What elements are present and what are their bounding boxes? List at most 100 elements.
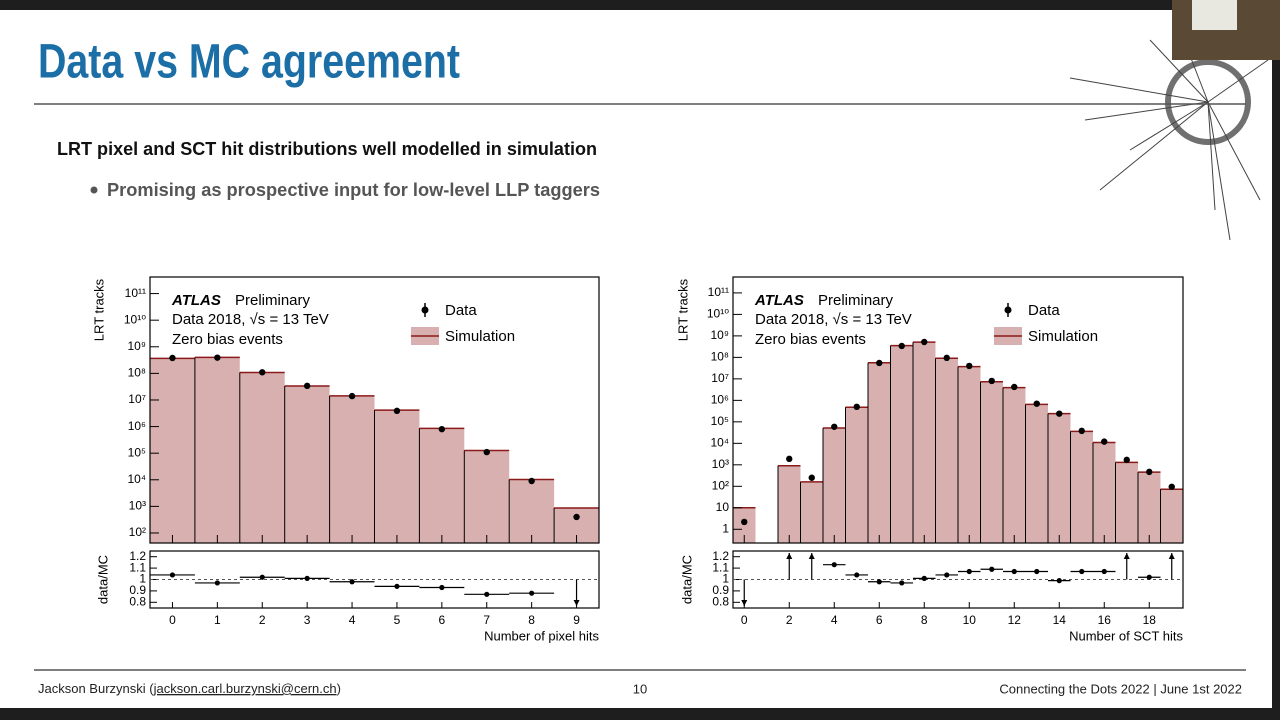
data-point bbox=[1056, 410, 1063, 417]
ratio-y-tick-label: 1.2 bbox=[712, 549, 729, 563]
sim-bar bbox=[913, 342, 936, 543]
heading: LRT pixel and SCT hit distributions well… bbox=[57, 139, 597, 159]
selection-label: Zero bias events bbox=[172, 331, 283, 348]
data-point bbox=[1033, 400, 1040, 407]
ratio-y-tick-label: 1.2 bbox=[129, 549, 146, 563]
sim-bar bbox=[1093, 442, 1116, 543]
sim-bar bbox=[958, 366, 981, 543]
ratio-arrow-head bbox=[1168, 553, 1175, 559]
data-point bbox=[438, 425, 446, 433]
data-point bbox=[1101, 438, 1108, 445]
sim-bar bbox=[194, 357, 240, 543]
y-axis-label: LRT tracks bbox=[91, 278, 106, 341]
ratio-point bbox=[1101, 568, 1107, 575]
y-tick-label: 10¹¹ bbox=[125, 286, 146, 300]
page-number: 10 bbox=[633, 681, 647, 696]
sim-bar bbox=[419, 428, 465, 543]
data-point bbox=[1011, 383, 1018, 391]
x-tick-label: 9 bbox=[573, 613, 580, 627]
footer-author: Jackson Burzynski bbox=[38, 681, 146, 696]
ratio-point bbox=[304, 575, 310, 581]
ratio-point bbox=[259, 574, 265, 580]
y-tick-label: 10³ bbox=[712, 457, 729, 471]
sim-bar bbox=[1025, 404, 1048, 543]
ratio-point bbox=[944, 572, 950, 578]
ratio-y-tick-label: 0.9 bbox=[712, 583, 729, 597]
footer-event: Connecting the Dots 2022 | June 1st 2022 bbox=[999, 681, 1242, 696]
data-point bbox=[853, 403, 860, 411]
paren: ( bbox=[146, 681, 155, 696]
bullet-dot bbox=[90, 186, 98, 194]
ratio-y-label: data/MC bbox=[679, 555, 694, 604]
legend-label: Simulation bbox=[1028, 328, 1098, 345]
ratio-arrow-head bbox=[573, 600, 580, 606]
x-tick-label: 0 bbox=[169, 613, 176, 627]
footer-email[interactable]: jackson.carl.burzynski@cern.ch bbox=[153, 681, 337, 696]
data-point bbox=[573, 513, 580, 521]
x-tick-label: 5 bbox=[394, 613, 401, 627]
data-point bbox=[393, 407, 401, 415]
legend-data-marker bbox=[1004, 306, 1012, 314]
data-point bbox=[741, 518, 748, 526]
x-axis-label: Number of pixel hits bbox=[484, 628, 599, 643]
ratio-point bbox=[989, 566, 995, 572]
x-tick-label: 6 bbox=[439, 613, 446, 627]
ratio-point bbox=[876, 579, 882, 585]
ratio-point bbox=[214, 580, 220, 586]
data-point bbox=[1168, 483, 1175, 490]
sim-bar bbox=[1070, 431, 1093, 543]
ratio-point bbox=[966, 568, 972, 575]
ratio-arrow-head bbox=[786, 553, 793, 559]
dataset-label: Data 2018, √s = 13 TeV bbox=[755, 311, 912, 328]
status-label: Preliminary bbox=[818, 292, 894, 309]
data-point bbox=[1146, 468, 1153, 476]
ratio-arrow-head bbox=[1123, 553, 1130, 559]
sim-bar bbox=[800, 481, 823, 543]
ratio-point bbox=[484, 591, 490, 597]
sim-bar bbox=[1048, 413, 1071, 543]
sim-bar bbox=[868, 362, 891, 543]
data-point bbox=[988, 377, 995, 385]
y-tick-label: 10⁶ bbox=[128, 419, 146, 433]
data-point bbox=[528, 477, 535, 485]
dataset-label: Data 2018, √s = 13 TeV bbox=[172, 311, 329, 328]
x-tick-label: 2 bbox=[259, 613, 266, 627]
x-tick-label: 18 bbox=[1143, 613, 1157, 627]
x-tick-label: 4 bbox=[349, 613, 356, 627]
y-tick-label: 10³ bbox=[129, 499, 146, 513]
y-tick-label: 10⁷ bbox=[711, 371, 729, 385]
data-point bbox=[303, 382, 311, 390]
experiment-label: ATLAS bbox=[754, 292, 804, 309]
data-point bbox=[876, 359, 883, 367]
x-tick-label: 12 bbox=[1008, 613, 1022, 627]
x-tick-label: 14 bbox=[1053, 613, 1067, 627]
x-tick-label: 1 bbox=[214, 613, 221, 627]
ratio-arrow-head bbox=[808, 553, 815, 559]
ratio-y-tick-label: 0.8 bbox=[712, 594, 729, 608]
sim-bar bbox=[778, 465, 801, 543]
ratio-point bbox=[1079, 568, 1085, 575]
y-tick-label: 10¹⁰ bbox=[124, 312, 146, 326]
sim-bar bbox=[935, 358, 958, 543]
y-tick-label: 10² bbox=[129, 525, 146, 539]
ratio-y-tick-label: 1 bbox=[139, 572, 146, 586]
ratio-y-tick-label: 1.1 bbox=[129, 560, 146, 574]
data-point bbox=[943, 354, 950, 362]
x-tick-label: 4 bbox=[831, 613, 838, 627]
y-tick-label: 1 bbox=[722, 521, 729, 535]
y-tick-label: 10⁷ bbox=[128, 392, 146, 406]
plot-frame bbox=[732, 276, 1184, 544]
status-label: Preliminary bbox=[235, 292, 311, 309]
sim-bar bbox=[1115, 462, 1138, 543]
x-tick-label: 10 bbox=[963, 613, 977, 627]
legend-label: Data bbox=[1028, 302, 1060, 319]
sim-bar bbox=[823, 427, 846, 543]
ratio-y-tick-label: 0.8 bbox=[129, 594, 146, 608]
data-point bbox=[483, 448, 490, 456]
y-tick-label: 10⁵ bbox=[711, 414, 729, 428]
data-point bbox=[169, 354, 176, 362]
ratio-point bbox=[394, 583, 400, 589]
x-tick-label: 0 bbox=[741, 613, 748, 627]
